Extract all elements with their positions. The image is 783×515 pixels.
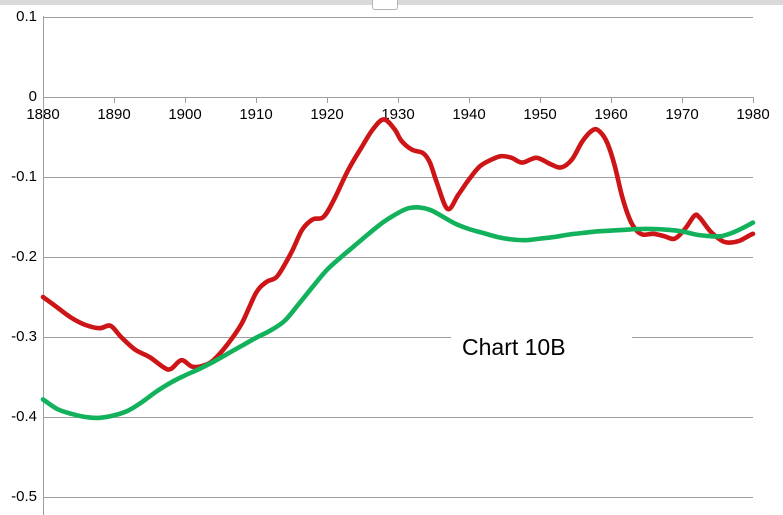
x-tick-label: 1910 [239,106,273,123]
x-tick-mark [682,97,683,103]
x-tick-mark [43,97,44,103]
x-tick-label: 1960 [594,106,628,123]
y-tick-label: -0.5 [11,488,37,505]
x-tick-mark [753,97,754,103]
x-tick-label: 1980 [736,106,770,123]
green-series-line [40,204,756,421]
y-tick-label: 0.1 [16,8,37,25]
y-tick-label: -0.3 [11,328,37,345]
x-tick-mark [540,97,541,103]
x-tick-label: 1900 [168,106,202,123]
x-tick-label: 1880 [26,106,60,123]
x-tick-mark [185,97,186,103]
x-tick-label: 1920 [310,106,344,123]
gridline [43,417,753,418]
x-tick-label: 1940 [452,106,486,123]
gridline [43,497,753,498]
x-tick-label: 1950 [523,106,557,123]
x-tick-mark [469,97,470,103]
y-tick-label: -0.1 [11,168,37,185]
red-series-line [40,117,756,372]
x-tick-mark [611,97,612,103]
x-tick-label: 1890 [97,106,131,123]
y-tick-label: -0.2 [11,248,37,265]
gridline [43,337,753,338]
x-tick-mark [327,97,328,103]
x-tick-mark [256,97,257,103]
gridline [43,257,753,258]
x-tick-label: 1970 [665,106,699,123]
chart-label: Chart 10B [451,330,632,364]
x-tick-label: 1930 [381,106,415,123]
x-tick-mark [398,97,399,103]
y-tick-label: 0 [28,88,37,105]
y-axis-line [43,16,44,515]
y-tick-label: -0.4 [11,408,37,425]
gridline [43,177,753,178]
gridline [43,17,753,18]
pane-resize-handle-icon[interactable] [372,0,398,10]
x-tick-mark [114,97,115,103]
